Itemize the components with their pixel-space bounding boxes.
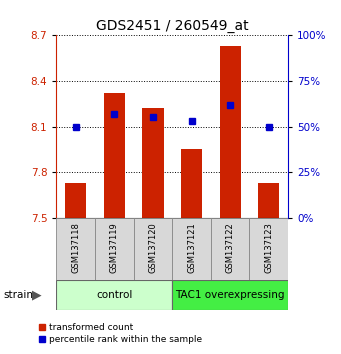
Bar — [56, 280, 172, 310]
Bar — [181, 149, 202, 218]
Bar — [258, 183, 279, 218]
Text: control: control — [96, 290, 132, 300]
Bar — [104, 93, 125, 218]
Bar — [142, 108, 163, 218]
Bar — [134, 218, 172, 280]
Text: GSM137120: GSM137120 — [148, 222, 158, 273]
Text: TAC1 overexpressing: TAC1 overexpressing — [175, 290, 285, 300]
Bar — [250, 218, 288, 280]
Bar — [172, 218, 211, 280]
Text: GSM137121: GSM137121 — [187, 222, 196, 273]
Bar — [220, 46, 241, 218]
Bar — [65, 183, 86, 218]
Text: GSM137123: GSM137123 — [264, 222, 273, 273]
Title: GDS2451 / 260549_at: GDS2451 / 260549_at — [96, 19, 249, 33]
Bar — [172, 280, 288, 310]
Text: strain: strain — [3, 290, 33, 300]
Legend: transformed count, percentile rank within the sample: transformed count, percentile rank withi… — [39, 323, 202, 344]
Bar — [56, 218, 95, 280]
Text: ▶: ▶ — [32, 288, 42, 301]
Text: GSM137118: GSM137118 — [71, 222, 80, 273]
Bar — [95, 218, 134, 280]
Text: GSM137119: GSM137119 — [110, 222, 119, 273]
Text: GSM137122: GSM137122 — [226, 222, 235, 273]
Bar — [211, 218, 250, 280]
